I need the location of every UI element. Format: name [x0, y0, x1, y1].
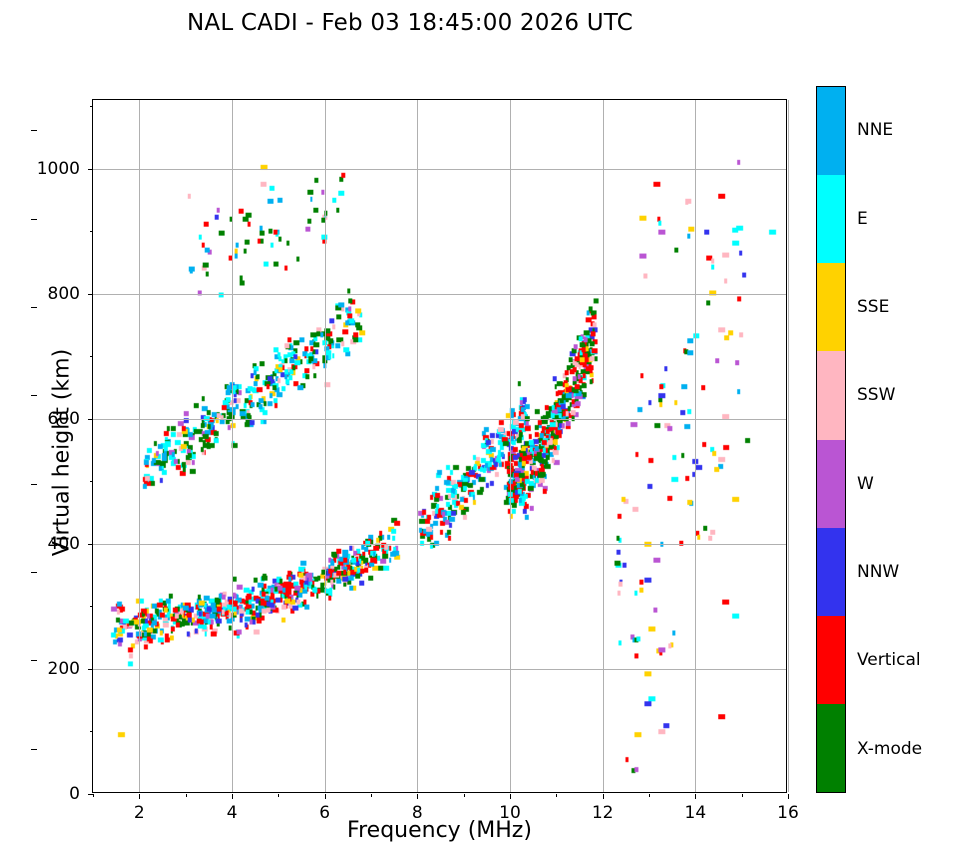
x-axis-tick-label: 2 — [133, 803, 145, 823]
y-axis-tick — [88, 293, 93, 295]
y-axis-minor-tick — [90, 106, 93, 108]
y-axis-tick-label: 1000 — [36, 158, 80, 179]
colorbar-segment-nnw[interactable] — [817, 527, 845, 616]
x-axis-minor-tick — [278, 794, 280, 797]
x-axis-minor-tick — [185, 794, 187, 797]
colorbar-tick — [31, 483, 37, 485]
y-axis-tick — [88, 168, 93, 170]
y-axis-tick-label: 800 — [47, 283, 80, 304]
x-axis-minor-tick — [556, 794, 558, 797]
gridline-vertical — [417, 100, 419, 792]
x-axis-tick — [417, 794, 419, 799]
y-axis-tick — [88, 794, 93, 795]
colorbar-segment-sse[interactable] — [817, 263, 845, 352]
plot-area[interactable]: 2 4 6 8 10 12 14 16 0 200 400 600 800 1000 — [37, 99, 799, 823]
x-axis-minor-tick — [649, 794, 650, 797]
gridline-vertical — [510, 100, 511, 792]
ionogram-scatter-canvas — [93, 100, 786, 792]
y-axis-label: Virtual height (km) — [49, 348, 75, 557]
x-axis-tick-label: 16 — [777, 803, 799, 823]
colorbar-label-w: W — [857, 473, 874, 494]
gridline-horizontal — [93, 543, 786, 545]
gridline-vertical — [232, 100, 233, 792]
colorbar-label-vertical: Vertical — [857, 650, 921, 671]
y-axis-minor-tick — [90, 231, 93, 233]
x-axis-tick-label: 14 — [684, 803, 707, 823]
colorbar-segment-ssw[interactable] — [817, 351, 845, 440]
gridline-vertical — [139, 100, 141, 792]
gridline-horizontal — [93, 168, 786, 170]
x-axis-tick — [695, 794, 697, 799]
gridline-horizontal — [93, 293, 786, 295]
x-axis-tick-label: 10 — [499, 803, 521, 823]
y-axis-tick-label: 200 — [47, 658, 80, 679]
colorbar-label-nnw: NNW — [857, 562, 900, 583]
colorbar-segment-x-mode[interactable] — [817, 703, 845, 792]
x-axis-tick-label: 6 — [319, 803, 331, 823]
colorbar-tick — [31, 660, 37, 662]
colorbar[interactable] — [816, 86, 846, 793]
x-axis-tick — [139, 794, 141, 799]
colorbar-segment-e[interactable] — [817, 175, 845, 264]
gridline-vertical — [324, 100, 326, 792]
y-axis-minor-tick — [90, 356, 93, 358]
colorbar-label-nne: NNE — [857, 120, 894, 141]
x-axis-tick-label: 12 — [591, 803, 614, 823]
x-axis-minor-tick — [741, 794, 743, 797]
colorbar-tick — [31, 306, 37, 308]
y-axis-tick-label: 600 — [47, 408, 80, 429]
colorbar-label-e: E — [857, 208, 868, 229]
y-axis-minor-tick — [90, 481, 93, 483]
x-axis-tick — [510, 794, 511, 799]
y-axis-minor-tick — [90, 606, 93, 608]
y-axis-tick-label: 0 — [69, 784, 80, 804]
colorbar-tick — [31, 572, 37, 574]
x-axis-tick — [788, 794, 789, 799]
x-axis-tick — [232, 794, 233, 799]
colorbar-segment-w[interactable] — [817, 439, 845, 528]
y-axis-tick — [88, 418, 93, 420]
x-axis-tick — [324, 794, 326, 799]
colorbar-segment-nne[interactable] — [817, 87, 845, 176]
y-axis-tick-label: 400 — [47, 533, 80, 554]
x-axis-minor-tick — [371, 794, 372, 797]
y-axis-minor-tick — [90, 731, 93, 733]
x-axis-tick-label: 4 — [226, 803, 238, 823]
y-axis-tick — [88, 543, 93, 545]
gridline-horizontal — [93, 668, 786, 670]
page-title: NAL CADI - Feb 03 18:45:00 2026 UTC — [187, 10, 633, 36]
x-axis-minor-tick — [93, 794, 94, 797]
colorbar-tick — [31, 395, 37, 397]
colorbar-tick — [31, 130, 37, 132]
gridline-vertical — [602, 100, 604, 792]
gridline-horizontal — [93, 418, 786, 420]
gridline-vertical — [695, 100, 697, 792]
x-axis-tick-label: 8 — [411, 803, 423, 823]
colorbar-tick — [31, 748, 37, 750]
x-axis-minor-tick — [463, 794, 465, 797]
x-axis-label: Frequency (MHz) — [347, 818, 532, 843]
colorbar-label-x-mode: X-mode — [857, 738, 923, 759]
colorbar-label-sse: SSE — [857, 296, 890, 317]
gridline-vertical — [788, 100, 789, 792]
colorbar-tick — [31, 218, 37, 220]
colorbar-label-ssw: SSW — [857, 385, 896, 406]
colorbar-segment-vertical[interactable] — [817, 615, 845, 704]
x-axis-tick — [602, 794, 604, 799]
y-axis-tick — [88, 668, 93, 670]
